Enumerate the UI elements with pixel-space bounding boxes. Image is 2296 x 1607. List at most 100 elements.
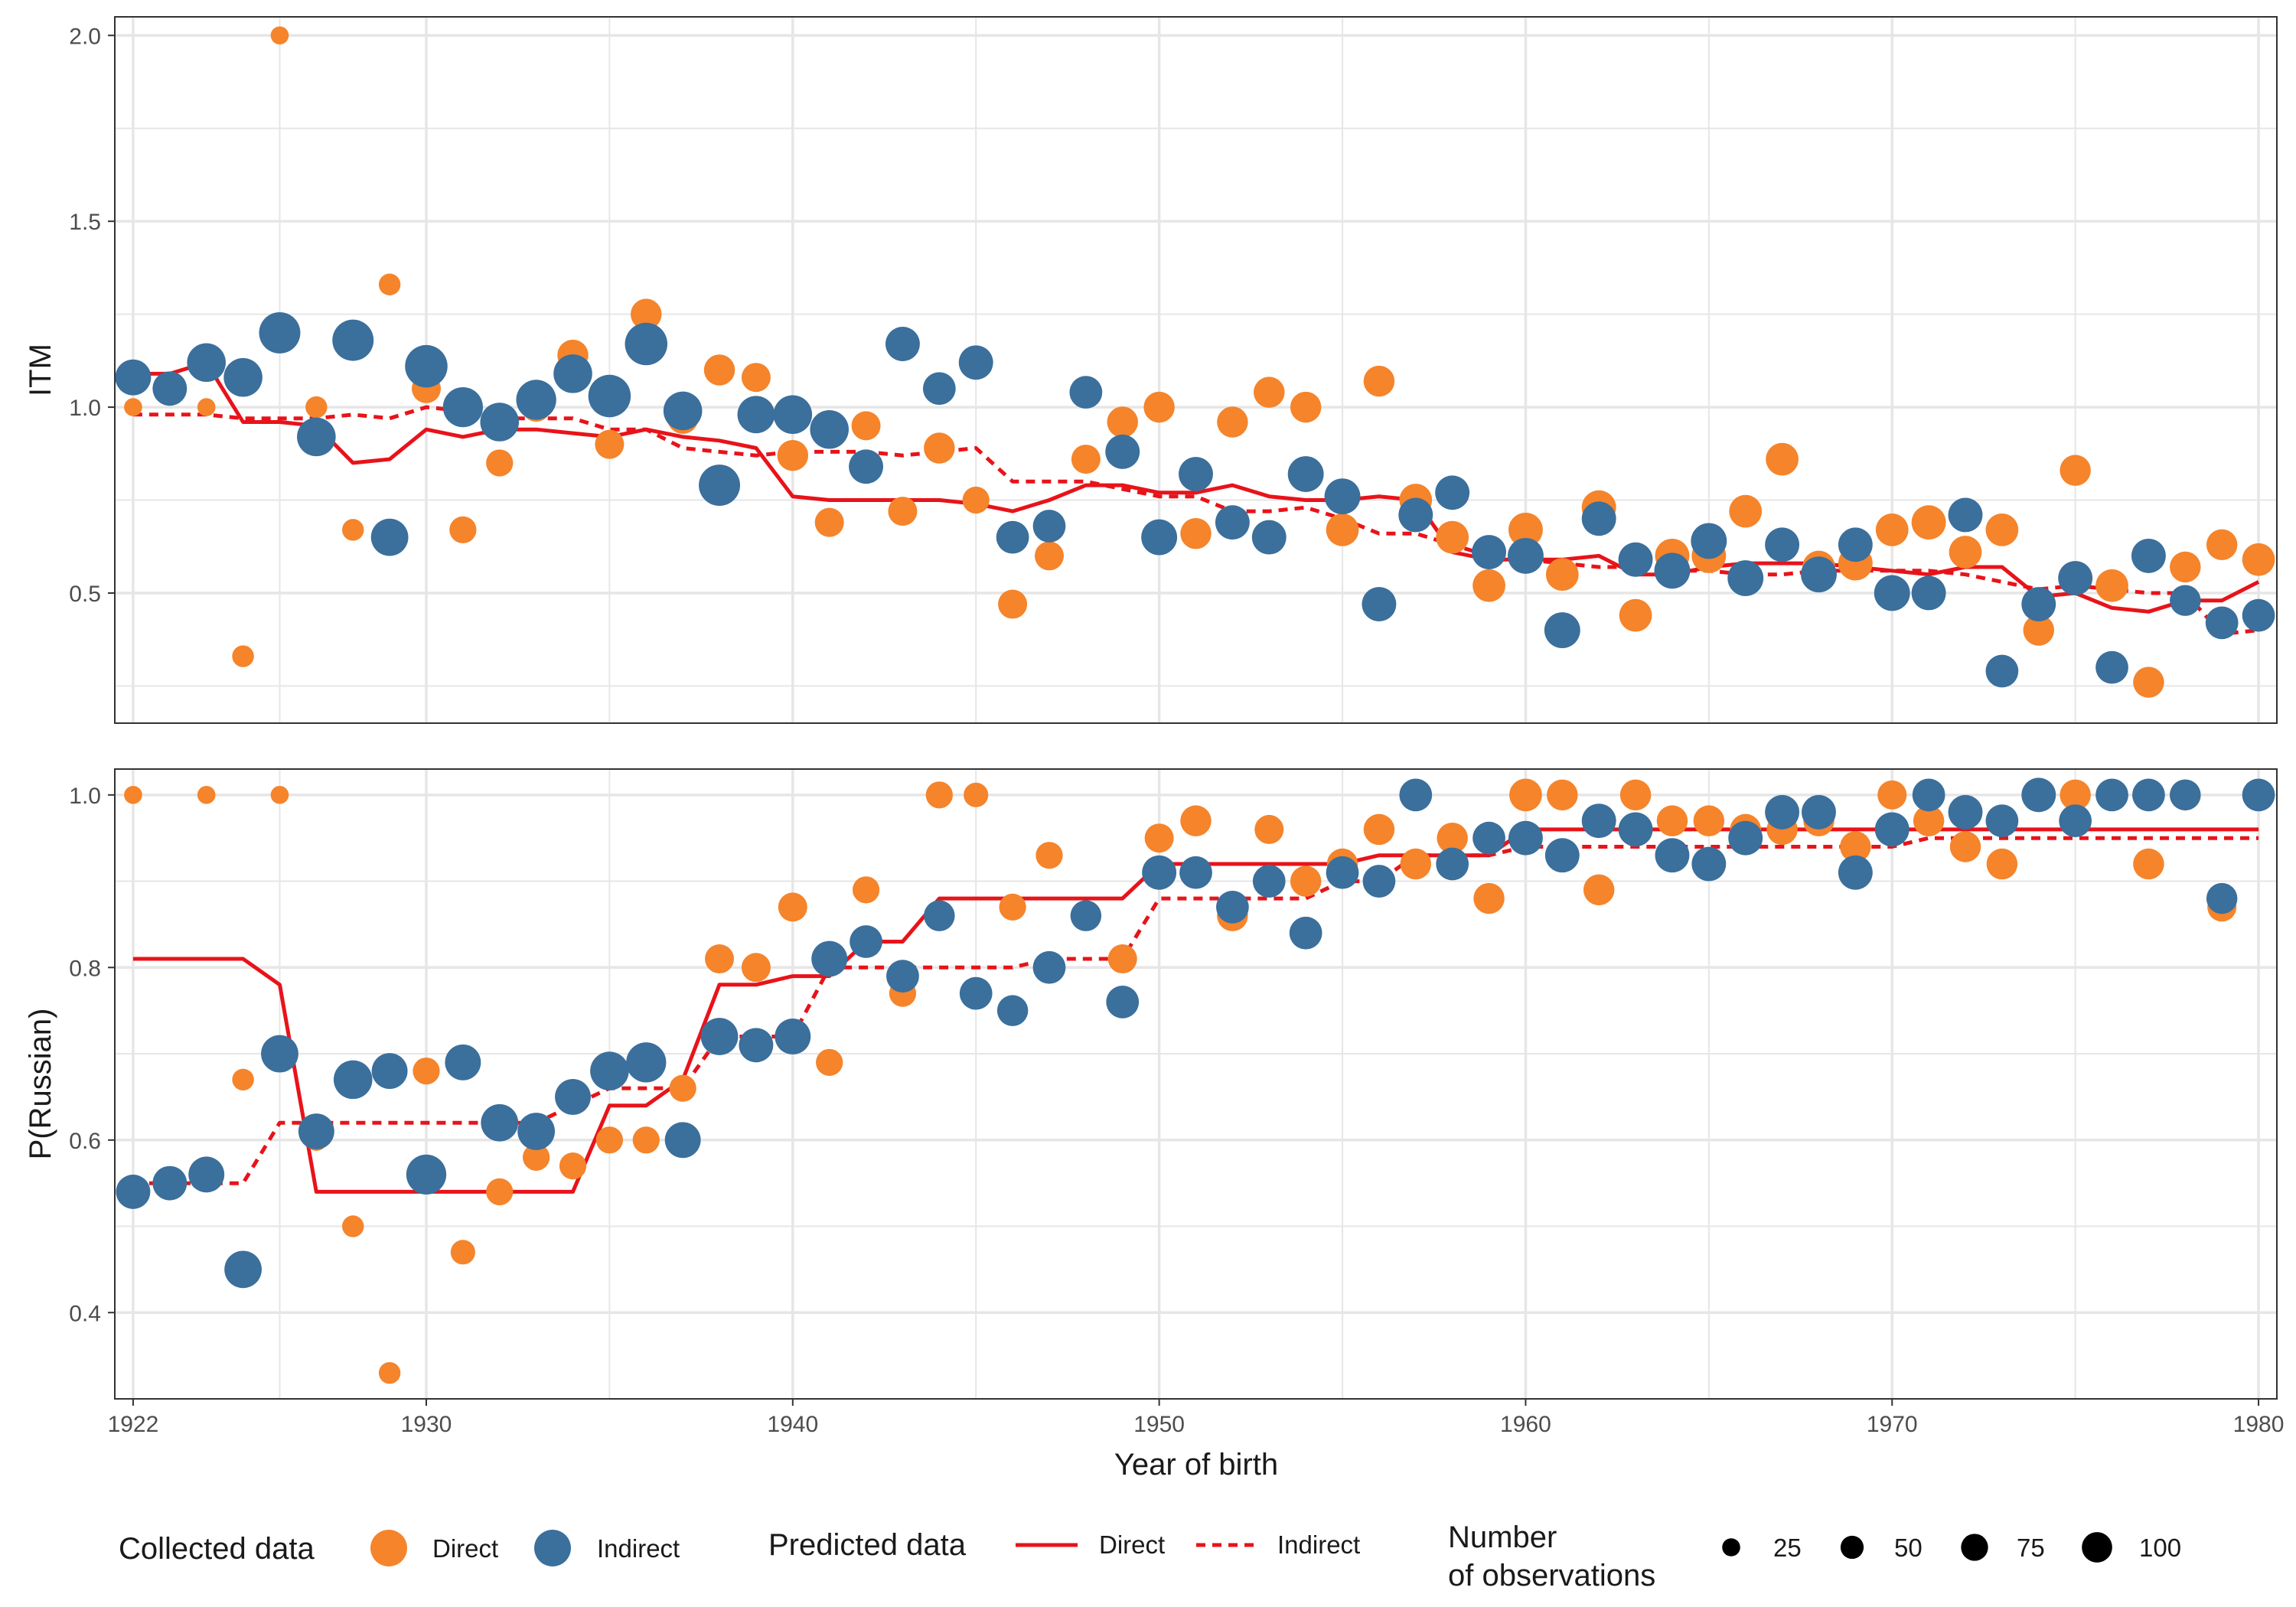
- legend-size-swatch: [1840, 1535, 1864, 1560]
- p-russian-indirect-point: [371, 1053, 408, 1090]
- p-russian-indirect-point: [1544, 838, 1580, 873]
- itm-indirect-point: [810, 409, 849, 449]
- legend-size-label: 75: [2017, 1534, 2045, 1562]
- itm-indirect-point: [1362, 587, 1397, 621]
- itm-direct-point: [1508, 512, 1543, 547]
- p-russian-direct-point: [486, 1178, 514, 1206]
- itm-indirect-point: [2058, 561, 2093, 595]
- itm-indirect-point: [1727, 560, 1764, 596]
- p-russian-direct-point: [1254, 814, 1284, 844]
- p-russian-direct-point: [2133, 848, 2164, 880]
- p-russian-y-tick-label: 0.4: [69, 1301, 101, 1326]
- x-axis: 1922 1930 1940 1950 1960 1970 1980: [108, 1399, 2284, 1437]
- p-russian-indirect-point: [1728, 820, 1763, 856]
- itm-direct-point: [2060, 455, 2091, 486]
- p-russian-data-points: [116, 777, 2275, 1384]
- itm-direct-point: [703, 354, 735, 386]
- itm-indirect-point: [259, 311, 301, 354]
- itm-indirect-point: [2131, 538, 2166, 573]
- itm-indirect-point: [1287, 456, 1324, 492]
- itm-indirect-point: [773, 395, 813, 435]
- p-russian-indirect-point: [1326, 856, 1359, 889]
- legend-size-swatch: [1722, 1538, 1740, 1556]
- itm-indirect-point: [187, 343, 226, 383]
- itm-indirect-point: [663, 391, 703, 431]
- x-tick-label: 1930: [401, 1412, 452, 1437]
- itm-indirect-point: [1069, 376, 1103, 409]
- p-russian-indirect-point: [959, 976, 993, 1010]
- p-russian-indirect-point: [224, 1250, 262, 1289]
- p-russian-direct-point: [378, 1361, 401, 1384]
- p-russian-direct-point: [559, 1152, 587, 1180]
- itm-indirect-point: [2242, 598, 2275, 632]
- legend-collected-indirect-label: Indirect: [597, 1534, 680, 1563]
- itm-direct-point: [1473, 569, 1505, 602]
- p-russian-indirect-point: [1289, 916, 1322, 950]
- p-russian-indirect-point: [1436, 847, 1469, 881]
- legend-size-swatch: [2082, 1532, 2112, 1563]
- x-axis-title: Year of birth: [1114, 1448, 1278, 1482]
- itm-y-tick-label: 0.5: [69, 582, 101, 607]
- x-tick-label: 1970: [1867, 1412, 1918, 1437]
- itm-direct-point: [1436, 520, 1469, 554]
- itm-direct-point: [814, 507, 844, 537]
- p-russian-indirect-point: [406, 1154, 447, 1195]
- itm-y-tick-label: 1.0: [69, 396, 101, 421]
- itm-indirect-point: [958, 345, 993, 380]
- p-russian-indirect-point: [1765, 794, 1800, 830]
- p-russian-direct-point: [270, 786, 289, 804]
- itm-direct-point: [2095, 569, 2128, 602]
- p-russian-indirect-point: [1215, 891, 1249, 924]
- itm-indirect-point: [699, 464, 741, 507]
- p-russian-indirect-point: [1948, 794, 1983, 830]
- legend-collected: Collected data Direct Indirect: [119, 1530, 680, 1566]
- itm-indirect-point: [1544, 612, 1580, 648]
- itm-indirect-point: [1874, 575, 1910, 611]
- itm-indirect-point: [442, 386, 484, 428]
- p-russian-direct-point: [925, 781, 953, 809]
- itm-direct-point: [962, 486, 990, 514]
- itm-direct-point: [2242, 543, 2275, 576]
- itm-direct-point: [1326, 513, 1359, 546]
- p-russian-direct-point: [999, 893, 1026, 921]
- itm-direct-point: [305, 396, 328, 419]
- itm-direct-point: [270, 26, 289, 45]
- p-russian-direct-point: [595, 1126, 624, 1154]
- itm-indirect-point: [885, 327, 920, 361]
- p-russian-direct-point: [852, 876, 880, 904]
- itm-direct-point: [1911, 505, 1946, 540]
- itm-direct-point: [1180, 518, 1212, 549]
- itm-indirect-point: [2095, 650, 2128, 684]
- p-russian-indirect-point: [1581, 804, 1616, 839]
- p-russian-indirect-point: [1032, 950, 1066, 984]
- itm-indirect-point: [1801, 556, 1837, 593]
- p-russian-panel-border: [114, 768, 2278, 1400]
- itm-indirect-point: [1654, 553, 1691, 589]
- p-russian-direct-point: [741, 953, 771, 983]
- itm-indirect-point: [1032, 510, 1066, 543]
- p-russian-direct-point: [1035, 842, 1063, 869]
- itm-direct-point: [777, 439, 809, 471]
- x-tick-label: 1960: [1500, 1412, 1551, 1437]
- itm-indirect-point: [370, 518, 409, 556]
- p-russian-indirect-point: [555, 1078, 591, 1115]
- p-russian-indirect-point: [590, 1051, 629, 1090]
- legend-size-label: 25: [1773, 1534, 1802, 1562]
- itm-indirect-point: [2205, 606, 2239, 640]
- itm-indirect-point: [1765, 527, 1800, 562]
- p-russian-indirect-point: [481, 1103, 519, 1142]
- itm-indirect-point: [480, 403, 520, 442]
- p-russian-direct-point: [1656, 805, 1688, 836]
- legend-predicted: Predicted data Direct Indirect: [768, 1528, 1360, 1562]
- itm-direct-point: [1143, 391, 1175, 423]
- p-russian-direct-point: [1693, 805, 1725, 836]
- itm-direct-point: [1034, 541, 1064, 571]
- itm-indirect-point: [332, 319, 374, 361]
- itm-direct-point: [124, 398, 142, 416]
- itm-indirect-point: [1472, 535, 1506, 569]
- itm-direct-point: [1619, 598, 1652, 632]
- legend-size-label: 100: [2139, 1534, 2181, 1562]
- p-russian-direct-point: [1986, 848, 2018, 880]
- p-russian-indirect-point: [700, 1018, 739, 1055]
- p-russian-direct-point: [1913, 805, 1945, 836]
